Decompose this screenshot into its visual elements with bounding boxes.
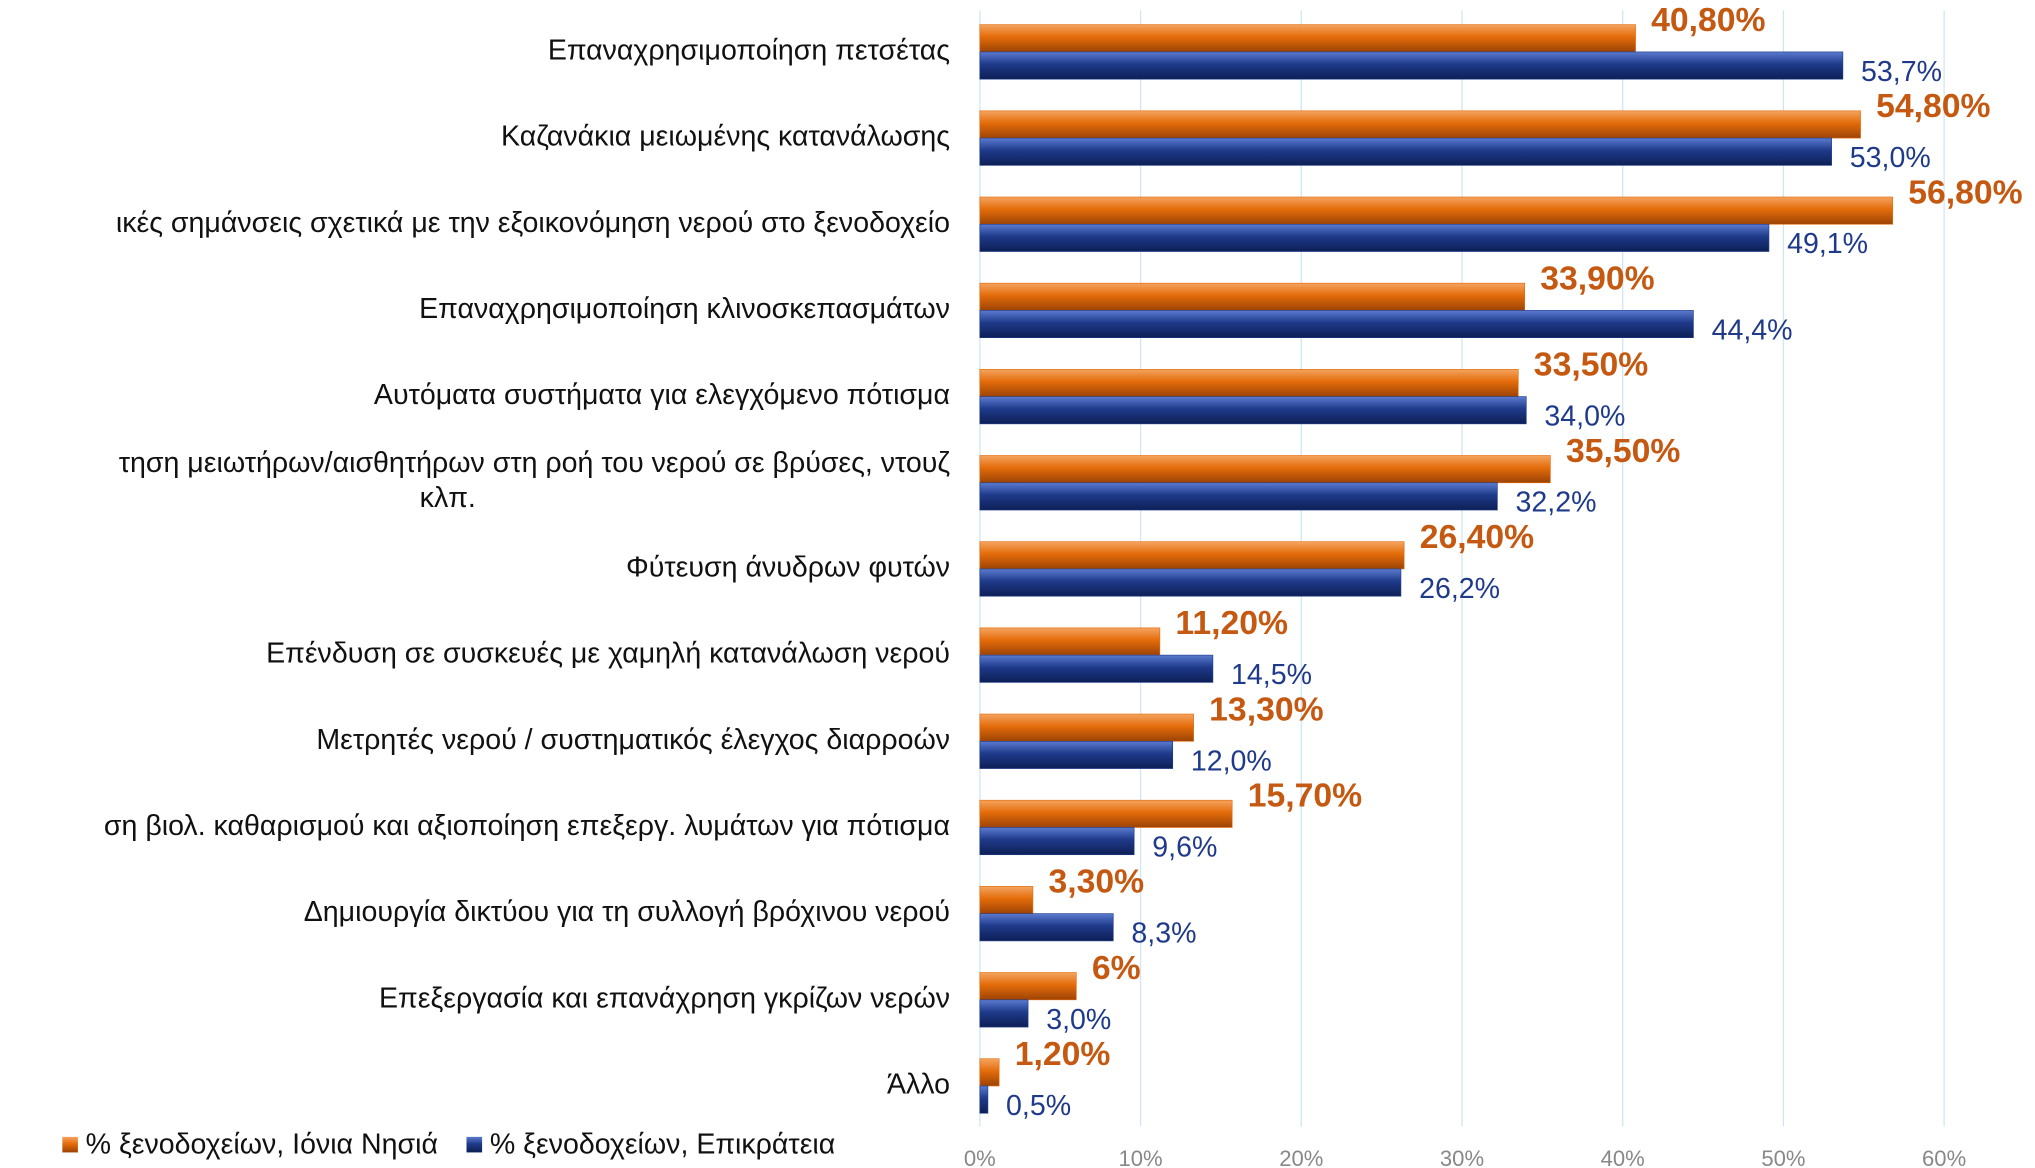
bar	[979, 568, 1402, 597]
category-label: Μετρητές νερού / συστηματικός έλεγχος δι…	[316, 724, 950, 756]
bar	[979, 282, 1525, 311]
x-tick-label: 40%	[1601, 1146, 1645, 1168]
bar	[979, 654, 1214, 683]
category-label: Επένδυση σε συσκευές με χαμηλή κατανάλωσ…	[266, 638, 950, 670]
bar	[979, 137, 1832, 166]
category-label: ση βιολ. καθαρισμού και αξιοποίηση επεξε…	[104, 810, 950, 842]
value-label: 33,90%	[1540, 259, 1654, 297]
bar	[979, 1085, 989, 1114]
value-label: 44,4%	[1712, 314, 1793, 346]
value-label: 12,0%	[1191, 745, 1272, 777]
bar	[979, 913, 1114, 942]
value-label: 1,20%	[1015, 1035, 1111, 1073]
x-tick-label: 20%	[1279, 1146, 1323, 1168]
bar	[979, 827, 1135, 856]
bar	[979, 110, 1861, 139]
value-label: 54,80%	[1876, 87, 1990, 125]
x-tick-label: 10%	[1119, 1146, 1163, 1168]
value-label: 32,2%	[1516, 487, 1597, 519]
value-label: 3,30%	[1048, 863, 1144, 901]
value-label: 33,50%	[1534, 346, 1648, 384]
bar	[979, 886, 1034, 914]
legend-swatch	[466, 1136, 483, 1153]
legend-swatch	[62, 1136, 78, 1153]
value-label: 35,50%	[1566, 432, 1680, 470]
bar	[979, 310, 1694, 339]
bar	[979, 1058, 1000, 1087]
bar	[979, 799, 1233, 828]
value-label: 49,1%	[1787, 228, 1868, 260]
value-label: 13,30%	[1209, 690, 1323, 728]
category-label: κλπ.	[420, 482, 476, 514]
legend-label: % ξενοδοχείων, Επικράτεια	[490, 1128, 835, 1160]
bar	[979, 223, 1770, 252]
bar	[979, 740, 1174, 769]
x-tick-label: 60%	[1922, 1146, 1966, 1168]
category-label: Δημιουργία δικτύου για τη συλλογή βρόχιν…	[304, 896, 950, 928]
value-label: 9,6%	[1152, 831, 1217, 863]
category-label: Αυτόματα συστήματα για ελεγχόμενο πότισμ…	[374, 379, 950, 411]
bar	[979, 482, 1498, 511]
category-label: Επαναχρησιμοποίηση πετσέτας	[548, 34, 950, 66]
bar	[979, 627, 1161, 656]
category-label: Επεξεργασία και επανάχρηση γκρίζων νερών	[379, 982, 950, 1014]
value-label: 53,0%	[1850, 142, 1931, 174]
value-label: 56,80%	[1908, 173, 2022, 211]
category-label: ικές σημάνσεις σχετικά με την εξοικονόμη…	[116, 207, 950, 239]
bar	[979, 713, 1194, 742]
x-tick-label: 0%	[964, 1146, 996, 1168]
bar	[979, 999, 1029, 1028]
value-label: 34,0%	[1544, 401, 1625, 433]
value-label: 53,7%	[1861, 56, 1942, 88]
bar	[979, 455, 1551, 484]
value-label: 6%	[1092, 949, 1141, 987]
category-label: Καζανάκια μειωμένης κατανάλωσης	[501, 121, 950, 153]
value-label: 40,80%	[1651, 1, 1765, 39]
bar	[979, 541, 1405, 570]
value-label: 14,5%	[1231, 659, 1312, 691]
category-label: Άλλο	[887, 1069, 950, 1101]
bar	[979, 369, 1519, 397]
bar	[979, 24, 1636, 53]
value-label: 15,70%	[1248, 777, 1362, 815]
x-tick-label: 30%	[1440, 1146, 1484, 1168]
bar	[979, 396, 1527, 425]
value-label: 3,0%	[1046, 1004, 1111, 1036]
category-label: τηση μειωτήρων/αισθητήρων στη ροή του νε…	[119, 447, 951, 479]
x-tick-label: 50%	[1761, 1146, 1805, 1168]
bar	[979, 196, 1894, 225]
bar	[979, 972, 1077, 1001]
legend-label: % ξενοδοχείων, Ιόνια Νησιά	[86, 1128, 438, 1160]
value-label: 26,40%	[1420, 518, 1534, 556]
value-label: 26,2%	[1419, 573, 1500, 605]
category-label: Φύτευση άνυδρων φυτών	[626, 551, 950, 583]
value-label: 8,3%	[1131, 918, 1196, 950]
category-label: Επαναχρησιμοποίηση κλινοσκεπασμάτων	[419, 293, 950, 325]
value-label: 11,20%	[1175, 604, 1288, 642]
value-label: 0,5%	[1006, 1090, 1071, 1122]
bar	[979, 51, 1844, 80]
